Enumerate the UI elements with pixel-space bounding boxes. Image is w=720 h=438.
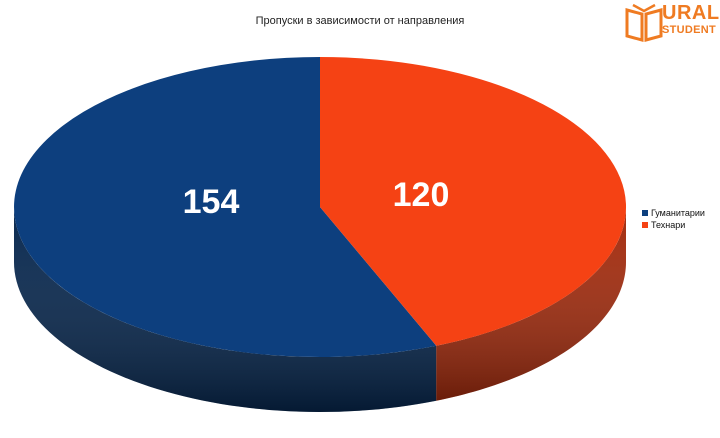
legend-label: Гуманитарии bbox=[651, 208, 705, 218]
pie-top-faces bbox=[14, 57, 627, 357]
pie-slice-Гуманитарии bbox=[14, 57, 437, 357]
pie-side-shade-Гуманитарии bbox=[14, 207, 437, 412]
logo-text-student: STUDENT bbox=[662, 24, 717, 36]
legend-swatch bbox=[642, 210, 648, 216]
pie-side-walls bbox=[14, 207, 626, 412]
open-book-icon bbox=[625, 3, 663, 42]
ural-student-logo: URAL STUDENT bbox=[624, 2, 720, 44]
legend: Гуманитарии Технари bbox=[642, 207, 705, 231]
legend-swatch bbox=[642, 222, 648, 228]
pie-side-shade-Технари bbox=[436, 207, 626, 401]
legend-item: Технари bbox=[642, 219, 705, 231]
data-label-Гуманитарии: 154 bbox=[183, 183, 240, 221]
legend-item: Гуманитарии bbox=[642, 207, 705, 219]
chart-title: Пропуски в зависимости от направления bbox=[255, 15, 465, 27]
logo-text-ural: URAL bbox=[662, 2, 720, 24]
data-label-Технари: 120 bbox=[393, 176, 450, 214]
pie-data-labels: 154 120 bbox=[183, 176, 450, 221]
legend-label: Технари bbox=[651, 220, 686, 230]
pie-slice-Технари bbox=[320, 57, 627, 346]
